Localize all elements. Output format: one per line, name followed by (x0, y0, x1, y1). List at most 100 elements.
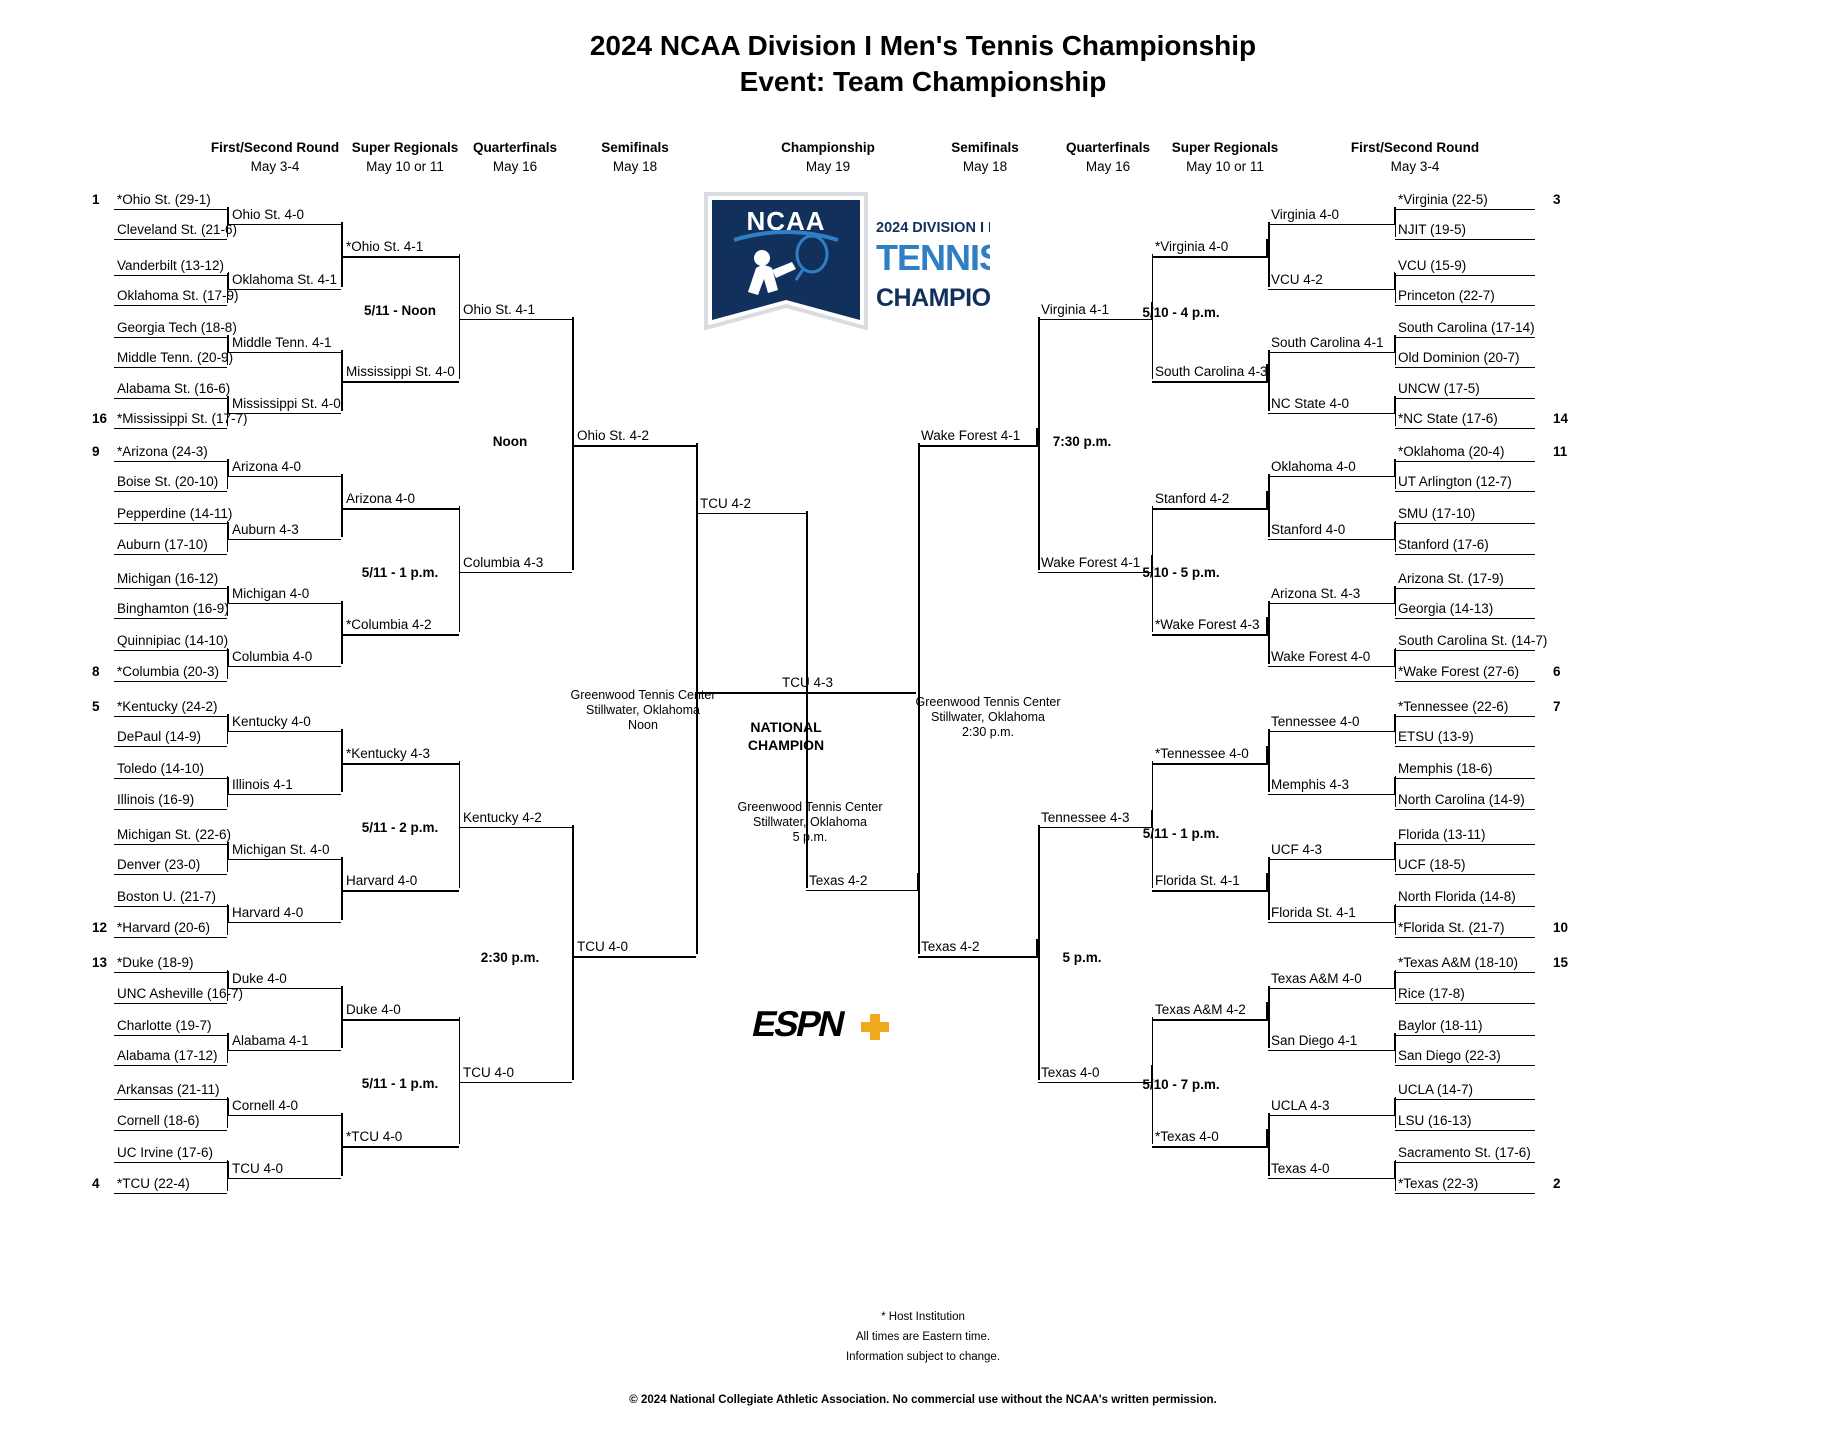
left-r1-connector-6 (227, 586, 228, 616)
right-round1-slot-seed-23: 10 (1553, 920, 1569, 935)
session-time-9: 5/10 - 7 p.m. (1142, 1077, 1220, 1092)
venue-line: Greenwood Tennis Center (737, 800, 883, 814)
left-round1-slot-1: Cleveland St. (21-6) (114, 222, 237, 240)
slot-label: South Carolina St. (14-7) (1398, 633, 1548, 648)
slot-label: San Diego 4-1 (1271, 1033, 1358, 1048)
slot-label: *Columbia 4-2 (346, 617, 432, 632)
venue-block-1: Greenwood Tennis Center Stillwater, Oklah… (878, 695, 1098, 740)
slot-label: Texas A&M 4-0 (1271, 971, 1362, 986)
right-r1-connector-3 (1395, 396, 1396, 426)
slot-label: NJIT (19-5) (1398, 222, 1467, 237)
left-round2-slot-10: Michigan St. 4-0 (228, 842, 341, 860)
slot-label: Michigan 4-0 (232, 586, 310, 601)
right-round1-slot-seed-24: 15 (1553, 955, 1569, 970)
slot-label: Alabama St. (16-6) (117, 381, 231, 396)
right-round3-slot-5: Florida St. 4-1 (1152, 873, 1268, 892)
slot-label: *NC State (17-6) (1398, 411, 1498, 426)
right-round1-slot-seed-15: 6 (1553, 664, 1561, 679)
slot-label: Ohio St. 4-1 (463, 302, 536, 317)
left-round4-slot-1: Columbia 4-3 (459, 555, 572, 573)
slot-label: Texas 4-0 (1041, 1065, 1100, 1080)
slot-label: *Ohio St. (29-1) (117, 192, 211, 207)
slot-label: Princeton (22-7) (1398, 288, 1495, 303)
slot-label: UC Irvine (17-6) (117, 1145, 214, 1160)
slot-label: Arizona 4-0 (346, 491, 416, 506)
left-round1-slot-seed-7: 16 (92, 411, 108, 426)
left-round2-slot-5: Auburn 4-3 (228, 522, 341, 540)
right-round1-slot-27: San Diego (22-3) (1395, 1048, 1535, 1066)
right-r4-connector-0 (1038, 317, 1040, 570)
slot-label: Michigan St. (22-6) (117, 827, 232, 842)
right-round2-slot-2: South Carolina 4-1 (1268, 335, 1395, 353)
right-round1-slot-24: *Texas A&M (18-10) (1395, 955, 1535, 973)
slot-label: Quinnipiac (14-10) (117, 633, 229, 648)
slot-label: Boise St. (20-10) (117, 474, 219, 489)
slot-label: TCU 4-0 (463, 1065, 515, 1080)
left-round1-slot-seed-23: 12 (92, 920, 108, 935)
left-round2-slot-2: Middle Tenn. 4-1 (228, 335, 341, 353)
left-r5-connector-0 (696, 443, 698, 954)
left-r2-connector-7 (341, 1113, 343, 1176)
right-r5-connector-0 (918, 443, 920, 954)
left-round1-slot-5: Middle Tenn. (20-9) (114, 350, 233, 368)
slot-label: South Carolina (17-14) (1398, 320, 1535, 335)
left-round1-slot-19: Illinois (16-9) (114, 792, 227, 810)
slot-label: Georgia Tech (18-8) (117, 320, 237, 335)
left-round3-slot-5: Harvard 4-0 (341, 873, 459, 892)
slot-label: *Wake Forest (27-6) (1398, 664, 1520, 679)
right-round1-slot-seed-31: 2 (1553, 1176, 1561, 1191)
left-round2-slot-15: TCU 4-0 (228, 1161, 341, 1179)
left-round2-slot-13: Alabama 4-1 (228, 1033, 341, 1051)
slot-label: *Virginia 4-0 (1155, 239, 1229, 254)
right-round3-slot-6: Texas A&M 4-2 (1152, 1002, 1268, 1021)
right-r1-connector-5 (1395, 521, 1396, 552)
left-r3-connector-2 (459, 761, 460, 888)
right-round2-slot-7: Wake Forest 4-0 (1268, 649, 1395, 667)
left-round3-slot-7: *TCU 4-0 (341, 1129, 459, 1148)
round-header-date: May 10 or 11 (1186, 159, 1264, 174)
left-round3-slot-0: *Ohio St. 4-1 (341, 239, 459, 258)
slot-label: Harvard 4-0 (346, 873, 418, 888)
session-time-7: 5/10 - 5 p.m. (1142, 565, 1220, 580)
slot-label: Auburn 4-3 (232, 522, 299, 537)
right-r2-connector-1 (1268, 350, 1270, 411)
slot-label: Texas 4-0 (1271, 1161, 1330, 1176)
right-r1-connector-9 (1395, 776, 1396, 807)
slot-label: Boston U. (21-7) (117, 889, 217, 904)
right-round3-slot-2: Stanford 4-2 (1152, 491, 1268, 510)
right-round3-slot-3: *Wake Forest 4-3 (1152, 617, 1268, 636)
round-header-label: Super Regionals (1171, 140, 1279, 155)
left-r1-connector-9 (227, 776, 228, 807)
left-round1-slot-18: Toledo (14-10) (114, 761, 227, 779)
left-r1-connector-1 (227, 273, 228, 303)
slot-label: *Florida St. (21-7) (1398, 920, 1505, 935)
right-r1-connector-6 (1395, 586, 1396, 616)
left-round3-slot-6: Duke 4-0 (341, 1002, 459, 1021)
right-round1-slot-6: UNCW (17-5) (1395, 381, 1535, 399)
national-champion-label: NATIONAL CHAMPION (706, 718, 866, 754)
copyright: © 2024 National Collegiate Athletic Asso… (629, 1394, 1217, 1406)
slot-label: Virginia 4-0 (1271, 207, 1340, 222)
right-r1-connector-15 (1395, 1160, 1396, 1191)
right-r1-connector-4 (1395, 459, 1396, 489)
right-round1-slot-10: SMU (17-10) (1395, 506, 1535, 524)
slot-label: *Harvard (20-6) (117, 920, 211, 935)
left-r1-connector-2 (227, 335, 228, 365)
slot-label: DePaul (14-9) (117, 729, 202, 744)
left-round1-slot-seed-16: 5 (92, 699, 100, 714)
slot-label: *Oklahoma (20-4) (1398, 444, 1505, 459)
round-header-4: Championship May 19 (733, 138, 923, 176)
slot-label: Mississippi St. 4-0 (346, 364, 455, 379)
slot-label: *Kentucky 4-3 (346, 746, 431, 761)
right-r2-connector-0 (1268, 222, 1270, 287)
slot-label: SMU (17-10) (1398, 506, 1476, 521)
slot-label: *Tennessee 4-0 (1155, 746, 1249, 761)
left-round1-slot-24: *Duke (18-9) (114, 955, 227, 973)
left-round1-slot-23: *Harvard (20-6) (114, 920, 227, 938)
slot-label: Duke 4-0 (346, 1002, 401, 1017)
session-time-3: 5/11 - 1 p.m. (361, 1076, 439, 1091)
left-round1-slot-seed-15: 8 (92, 664, 100, 679)
left-r2-connector-2 (341, 474, 343, 537)
right-r1-connector-10 (1395, 842, 1396, 872)
slot-label: Tennessee 4-0 (1271, 714, 1360, 729)
